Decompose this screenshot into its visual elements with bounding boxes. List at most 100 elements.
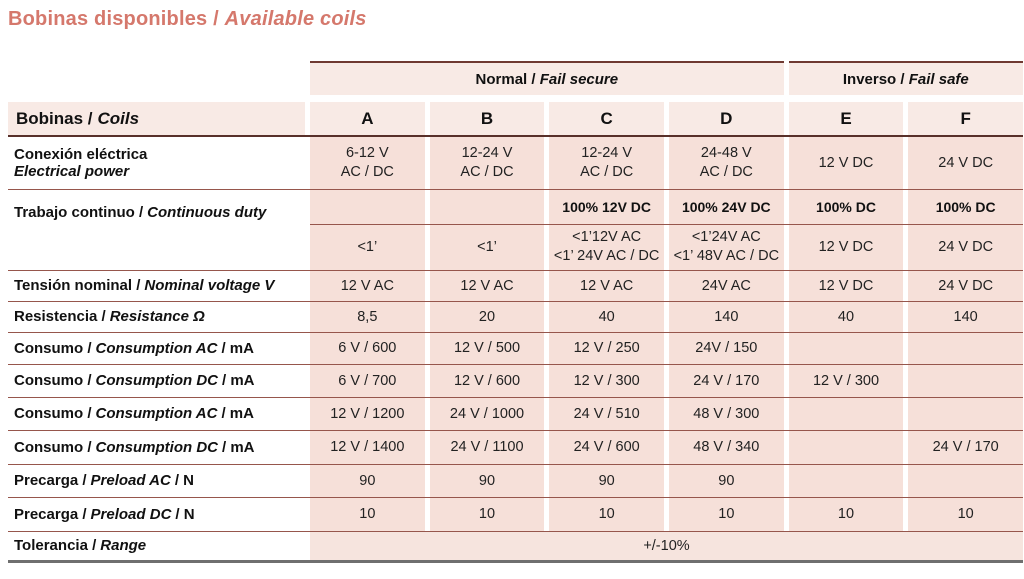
row-consumption-ac-1-label: Consumo / Consumption AC / mA <box>8 333 305 364</box>
column-header-c: C <box>549 102 664 135</box>
time-cell-d: <1’24V AC <1’ 48V AC / DC <box>668 224 784 270</box>
cell-a: 12 V / 1200 <box>310 398 425 430</box>
label-es: Consumo / <box>14 372 92 390</box>
row-consumption-ac-1: Consumo / Consumption AC / mA 6 V / 600 … <box>8 333 1023 365</box>
cell-e: 12 V / 300 <box>788 365 904 397</box>
duty-cell-f: 100% DC <box>908 190 1023 224</box>
label-en: Consumption AC <box>95 405 218 423</box>
time-cell-c: <1’12V AC <1’ 24V AC / DC <box>549 224 664 270</box>
label-es: Consumo / <box>14 405 92 423</box>
duty-cell-b <box>429 190 545 224</box>
group-header-row: Normal / Fail secure Inverso / Fail safe <box>8 61 1023 95</box>
cell-d: 90 <box>668 465 784 497</box>
label-en: Consumption DC <box>95 372 218 390</box>
cell-d: 24V / 150 <box>668 333 784 364</box>
cell-c: 24 V / 600 <box>549 431 664 464</box>
group-inverso-en: Fail safe <box>908 70 969 88</box>
cell-d: 24 V / 170 <box>668 365 784 397</box>
page-title-en: Available coils <box>224 8 367 30</box>
label-es: Precarga / <box>14 505 87 523</box>
cell-c: 12 V / 250 <box>549 333 664 364</box>
label-unit: / mA <box>221 372 255 390</box>
cell-e: 10 <box>788 498 904 531</box>
cell-e <box>788 398 904 430</box>
time-cell-f: 24 V DC <box>908 224 1023 270</box>
duty-cell-c: 100% 12V DC <box>549 190 664 224</box>
cell-e: 12 V DC <box>788 137 904 189</box>
row-consumption-dc-1-label: Consumo / Consumption DC / mA <box>8 365 305 397</box>
corner-header: Bobinas / Coils <box>8 102 305 135</box>
cell-e: 12 V DC <box>788 271 904 301</box>
duty-cell-a <box>310 190 425 224</box>
cell-a: 10 <box>310 498 425 531</box>
duty-cell-d: 100% 24V DC <box>668 190 784 224</box>
row-tolerance: Tolerancia / Range +/-10% <box>8 532 1023 563</box>
row-preload-dc-label: Precarga / Preload DC / N <box>8 498 305 531</box>
row-consumption-ac-2: Consumo / Consumption AC / mA 12 V / 120… <box>8 398 1023 431</box>
row-continuous-duty-label: Trabajo continuo / Continuous duty <box>8 190 305 270</box>
cell-a: 12 V / 1400 <box>310 431 425 464</box>
group-normal-es: Normal / <box>475 70 536 88</box>
cell-e <box>788 465 904 497</box>
cell-c: 40 <box>549 302 664 332</box>
row-resistance-label: Resistencia / Resistance Ω <box>8 302 305 332</box>
label-unit: / N <box>174 472 195 490</box>
label-es: Resistencia / <box>14 308 106 326</box>
cell-a: 6 V / 700 <box>310 365 425 397</box>
label-en: Resistance Ω <box>109 308 205 326</box>
group-normal-en: Fail secure <box>539 70 619 88</box>
cell-e: 40 <box>788 302 904 332</box>
page-title: Bobinas disponibles / Available coils <box>8 8 1024 31</box>
cell-d: 24-48 V AC / DC <box>668 137 784 189</box>
row-nominal-voltage: Tensión nominal / Nominal voltage V 12 V… <box>8 271 1023 302</box>
cell-e <box>788 333 904 364</box>
cell-a: 8,5 <box>310 302 425 332</box>
row-consumption-ac-2-label: Consumo / Consumption AC / mA <box>8 398 305 430</box>
label-es: Precarga / <box>14 472 87 490</box>
label-en: Preload AC <box>90 472 171 490</box>
label-es: Trabajo continuo / <box>14 204 144 221</box>
label-en: Continuous duty <box>147 204 267 221</box>
label-es: Consumo / <box>14 339 92 357</box>
cell-b: 10 <box>429 498 545 531</box>
row-nominal-voltage-label: Tensión nominal / Nominal voltage V <box>8 271 305 301</box>
cell-f: 24 V DC <box>908 271 1023 301</box>
cell-d: 24V AC <box>668 271 784 301</box>
time-cell-b: <1’ <box>429 224 545 270</box>
coils-table: Normal / Fail secure Inverso / Fail safe… <box>8 61 1023 563</box>
group-inverso-es: Inverso / <box>842 70 905 88</box>
group-header-spacer <box>8 61 305 95</box>
row-electrical-power: Conexión eléctrica Electrical power 6-12… <box>8 137 1023 190</box>
column-header-row: Bobinas / Coils A B C D E F <box>8 102 1023 137</box>
label-en: Nominal voltage V <box>144 277 275 295</box>
row-consumption-dc-1: Consumo / Consumption DC / mA 6 V / 700 … <box>8 365 1023 398</box>
label-en: Preload DC <box>90 505 172 523</box>
cell-c: 24 V / 510 <box>549 398 664 430</box>
label-en: Range <box>100 537 147 555</box>
row-consumption-dc-2-label: Consumo / Consumption DC / mA <box>8 431 305 464</box>
label-es: Tolerancia / <box>14 537 97 555</box>
row-electrical-power-label: Conexión eléctrica Electrical power <box>8 137 305 189</box>
label-unit: / N <box>175 505 195 523</box>
cell-c: 12 V AC <box>549 271 664 301</box>
cell-d: 48 V / 300 <box>668 398 784 430</box>
duty-cell-e: 100% DC <box>788 190 904 224</box>
cell-d: 48 V / 340 <box>668 431 784 464</box>
corner-header-en: Coils <box>97 108 140 128</box>
label-es: Consumo / <box>14 438 92 456</box>
cell-f <box>908 398 1023 430</box>
cell-a: 90 <box>310 465 425 497</box>
cell-f: 140 <box>908 302 1023 332</box>
row-continuous-duty: Trabajo continuo / Continuous duty 100% … <box>8 190 1023 271</box>
row-preload-ac: Precarga / Preload AC / N 90 90 90 90 <box>8 465 1023 498</box>
cell-a: 6 V / 600 <box>310 333 425 364</box>
cell-c: 90 <box>549 465 664 497</box>
cell-b: 24 V / 1100 <box>429 431 545 464</box>
label-en: Electrical power <box>14 163 130 180</box>
cell-a: 6-12 V AC / DC <box>310 137 425 189</box>
column-header-a: A <box>310 102 425 135</box>
label-en: Consumption DC <box>95 438 218 456</box>
cell-f <box>908 365 1023 397</box>
cell-a: 12 V AC <box>310 271 425 301</box>
